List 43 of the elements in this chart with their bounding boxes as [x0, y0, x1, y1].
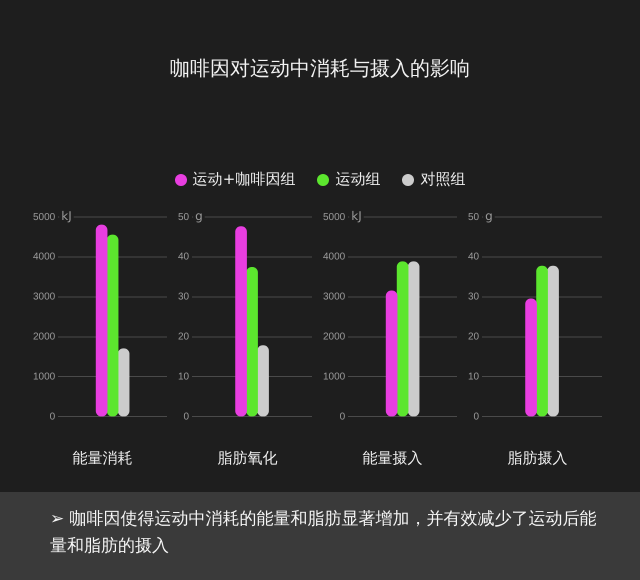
y-tick-label: 40 — [468, 252, 480, 263]
legend-label: 对照组 — [420, 170, 466, 189]
x-axis-title: 脂肪摄入 — [506, 449, 568, 468]
y-tick-label: 10 — [468, 371, 480, 382]
bar — [257, 345, 269, 416]
y-axis-title: g — [195, 209, 203, 224]
text: 咖啡因对运动中消耗与摄入的影响 — [169, 55, 471, 82]
y-tick-label: 30 — [468, 292, 480, 303]
y-tick-label: 0 — [50, 411, 56, 422]
legend-label: 运动组 — [335, 170, 380, 189]
bar — [96, 224, 108, 416]
y-tick-label: 20 — [468, 332, 480, 343]
bar — [235, 226, 247, 416]
y-tick-label: 0 — [340, 411, 346, 422]
text: ➢ 咖啡因使得运动中消耗的能量和脂肪显著增加，并有效减少了运动后能量和脂肪的摄入 — [50, 508, 598, 558]
y-tick-label: 2000 — [32, 332, 56, 343]
y-tick-label: 0 — [474, 411, 480, 422]
y-tick-label: 30 — [178, 292, 190, 303]
y-tick-label: 40 — [178, 252, 190, 263]
y-tick-label: 50 — [468, 212, 480, 223]
y-tick-label: 3000 — [322, 292, 346, 303]
y-tick-label: 4000 — [322, 252, 346, 263]
y-tick-label: 1000 — [32, 371, 56, 382]
bar — [118, 348, 130, 416]
x-axis-title: 脂肪氧化 — [216, 449, 278, 468]
y-tick-label: 20 — [178, 332, 190, 343]
bar — [246, 266, 258, 416]
x-axis-title: 能量摄入 — [362, 449, 424, 468]
y-axis-title: kJ — [61, 209, 72, 224]
y-tick-label: 5000 — [32, 212, 56, 223]
y-tick-label: 10 — [178, 371, 190, 382]
y-tick-label: 5000 — [322, 212, 346, 223]
bar — [106, 234, 118, 416]
y-tick-label: 3000 — [32, 292, 56, 303]
y-tick-label: 1000 — [322, 371, 346, 382]
x-axis-title: 能量消耗 — [72, 449, 134, 468]
y-tick-label: 0 — [184, 411, 190, 422]
y-axis-title: g — [485, 209, 493, 224]
y-axis-title: kJ — [351, 209, 362, 224]
legend-label: 运动+咖啡因组 — [192, 170, 296, 189]
y-tick-label: 4000 — [32, 252, 56, 263]
y-tick-label: 50 — [178, 212, 190, 223]
y-tick-label: 2000 — [322, 332, 346, 343]
